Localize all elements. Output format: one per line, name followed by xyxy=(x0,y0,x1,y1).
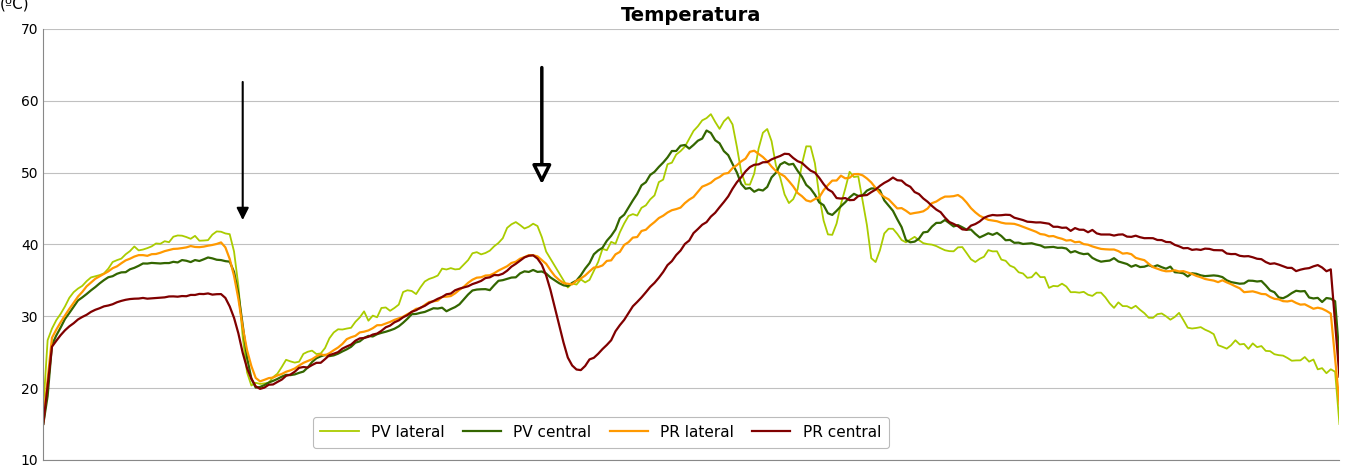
PV central xyxy=(833,203,849,209)
PR lateral xyxy=(35,418,51,423)
PV central xyxy=(811,200,827,205)
PV central xyxy=(807,192,823,198)
PR lateral xyxy=(1332,401,1345,407)
PR lateral xyxy=(811,194,827,200)
PR central xyxy=(833,196,849,201)
PR central xyxy=(811,175,827,181)
PV central xyxy=(39,393,55,399)
PR lateral xyxy=(746,148,763,154)
Line: PV central: PV central xyxy=(43,130,1340,424)
PV central xyxy=(35,421,51,427)
PR central xyxy=(39,383,55,389)
PV lateral xyxy=(1132,307,1149,313)
PV lateral xyxy=(1215,344,1231,350)
Line: PV lateral: PV lateral xyxy=(43,114,1340,424)
Legend: PV lateral, PV central, PR lateral, PR central: PV lateral, PV central, PR lateral, PR c… xyxy=(312,417,889,448)
Line: PR lateral: PR lateral xyxy=(43,151,1340,420)
PR lateral xyxy=(39,377,55,383)
PR lateral xyxy=(833,173,849,179)
FancyArrowPatch shape xyxy=(534,68,550,180)
PR central xyxy=(807,170,823,175)
PR central xyxy=(1132,234,1149,240)
PR central xyxy=(35,421,51,427)
PV lateral xyxy=(833,201,849,207)
PV lateral xyxy=(703,111,720,117)
PV central xyxy=(698,128,714,133)
PV lateral xyxy=(811,193,827,199)
PR lateral xyxy=(807,196,823,202)
Line: PR central: PR central xyxy=(43,154,1340,424)
PV central xyxy=(1132,264,1149,270)
PV central xyxy=(1332,355,1345,360)
PV lateral xyxy=(39,337,55,343)
PV lateral xyxy=(807,161,823,166)
PV lateral xyxy=(35,405,51,411)
PV central xyxy=(1215,274,1231,280)
PR central xyxy=(1215,247,1231,253)
PR lateral xyxy=(1132,256,1149,262)
PV lateral xyxy=(1332,421,1345,427)
PR lateral xyxy=(1215,277,1231,283)
Y-axis label: (ºC): (ºC) xyxy=(0,0,30,12)
PR central xyxy=(1332,374,1345,380)
Title: Temperatura: Temperatura xyxy=(621,6,761,25)
PR central xyxy=(776,151,792,156)
